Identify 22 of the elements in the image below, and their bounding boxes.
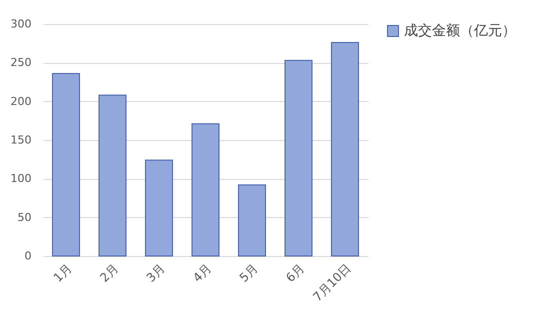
x-tick-label: 7月10日: [310, 261, 354, 304]
x-tick-label: 4月: [190, 261, 214, 285]
bar: [284, 60, 312, 256]
x-tick-label: 5月: [236, 261, 260, 285]
y-tick-label: 200: [10, 94, 32, 108]
bar: [98, 94, 127, 256]
legend-label: 成交金额（亿元）: [404, 23, 516, 39]
y-tick-label: 300: [10, 18, 32, 30]
x-tick-label: 2月: [97, 261, 121, 285]
y-tick-label: 150: [10, 134, 32, 146]
bar: [145, 160, 174, 256]
y-tick-label: 50: [18, 210, 32, 224]
x-tick-label: 1月: [50, 261, 74, 285]
y-tick-label: 100: [10, 172, 32, 186]
x-tick-label: 6月: [283, 261, 307, 285]
bar: [52, 72, 80, 256]
y-tick-label: 0: [24, 250, 32, 262]
bar: [192, 123, 220, 256]
y-tick-label: 250: [10, 56, 32, 70]
bar: [238, 184, 266, 256]
bar: [330, 42, 359, 256]
x-tick-label: 3月: [144, 261, 168, 285]
